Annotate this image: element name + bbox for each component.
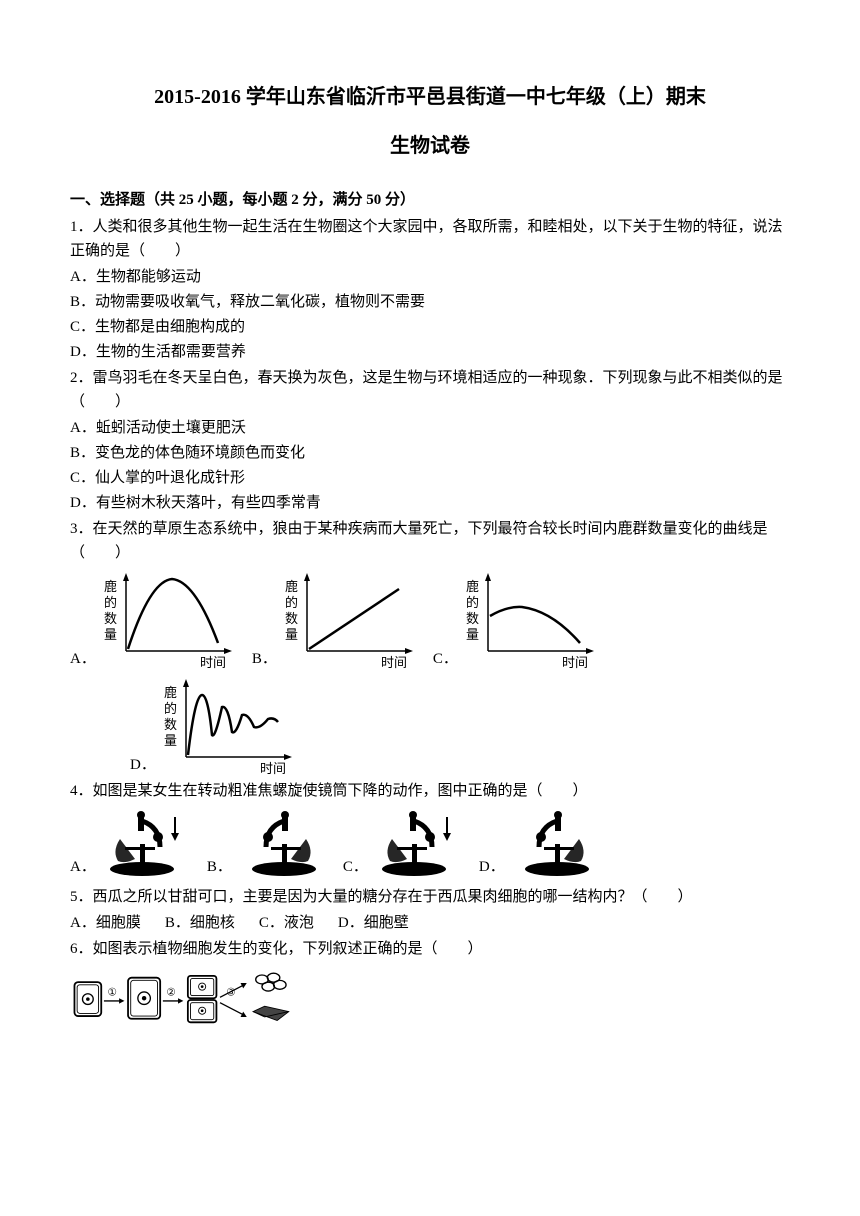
q1-option-b: B．动物需要吸收氧气，释放二氧化碳，植物则不需要	[70, 290, 790, 314]
svg-text:鹿: 鹿	[164, 685, 177, 700]
q1-option-a: A．生物都能够运动	[70, 265, 790, 289]
q3-label-a: A．	[70, 647, 96, 671]
svg-text:数: 数	[104, 611, 117, 626]
q5-options: A．细胞膜 B．细胞核 C．液泡 D．细胞壁	[70, 911, 790, 935]
microscope-c	[372, 809, 467, 879]
question-4: 4．如图是某女生在转动粗准焦螺旋使镜筒下降的动作，图中正确的是（ ） A． B．	[70, 779, 790, 879]
svg-text:鹿: 鹿	[104, 579, 117, 594]
title-line1: 2015-2016 学年山东省临沂市平邑县街道一中七年级（上）期末	[70, 80, 790, 109]
q1-option-d: D．生物的生活都需要营养	[70, 340, 790, 364]
svg-text:数: 数	[466, 611, 479, 626]
question-5: 5．西瓜之所以甘甜可口，主要是因为大量的糖分存在于西瓜果肉细胞的哪一结构内？（ …	[70, 885, 790, 935]
q4-text: 4．如图是某女生在转动粗准焦螺旋使镜筒下降的动作，图中正确的是（ ）	[70, 779, 790, 803]
q3-option-b: B． 鹿 的 数 量 时间	[252, 571, 421, 671]
q2-option-b: B．变色龙的体色随环境颜色而变化	[70, 441, 790, 465]
q3-charts-row-abc: A． 鹿 的 数 量 时间 B． 鹿 的	[70, 571, 790, 671]
svg-text:量: 量	[285, 627, 298, 642]
svg-text:②: ②	[166, 987, 176, 999]
chart-b: 鹿 的 数 量 时间	[281, 571, 421, 671]
section-header: 一、选择题（共 25 小题，每小题 2 分，满分 50 分）	[70, 188, 790, 209]
q5-option-a: A．细胞膜	[70, 911, 141, 935]
q5-option-b: B．细胞核	[165, 911, 235, 935]
q4-option-a: A．	[70, 809, 195, 879]
q4-option-d: D．	[479, 809, 604, 879]
q2-option-a: A．蚯蚓活动使土壤更肥沃	[70, 416, 790, 440]
svg-text:时间: 时间	[260, 761, 286, 776]
title-line2: 生物试卷	[70, 129, 790, 158]
q3-label-b: B．	[252, 647, 277, 671]
svg-text:量: 量	[164, 733, 177, 748]
chart-d: 鹿 的 数 量 时间	[160, 677, 300, 777]
svg-text:时间: 时间	[381, 655, 407, 670]
svg-text:数: 数	[285, 611, 298, 626]
question-3: 3．在天然的草原生态系统中，狼由于某种疾病而大量死亡，下列最符合较长时间内鹿群数…	[70, 517, 790, 777]
svg-text:量: 量	[104, 627, 117, 642]
svg-text:数: 数	[164, 717, 177, 732]
q5-option-d: D．细胞壁	[338, 911, 409, 935]
svg-text:①: ①	[108, 987, 118, 999]
microscope-d	[509, 809, 604, 879]
chart-a: 鹿 的 数 量 时间	[100, 571, 240, 671]
cell-diagram: ① ② ③	[70, 965, 320, 1035]
q5-option-c: C．液泡	[259, 911, 314, 935]
q4-option-b: B．	[207, 809, 331, 879]
q4-option-c: C．	[343, 809, 467, 879]
svg-text:量: 量	[466, 627, 479, 642]
svg-text:的: 的	[466, 595, 479, 610]
svg-text:时间: 时间	[562, 655, 588, 670]
svg-text:鹿: 鹿	[285, 579, 298, 594]
q5-text: 5．西瓜之所以甘甜可口，主要是因为大量的糖分存在于西瓜果肉细胞的哪一结构内？（ …	[70, 885, 790, 909]
q3-charts-row-d: D． 鹿 的 数 量 时间	[130, 677, 790, 777]
svg-text:的: 的	[285, 595, 298, 610]
svg-text:的: 的	[104, 595, 117, 610]
microscope-b	[236, 809, 331, 879]
q4-label-d: D．	[479, 855, 505, 879]
q3-option-d: D． 鹿 的 数 量 时间	[130, 677, 300, 777]
question-2: 2．雷鸟羽毛在冬天呈白色，春天换为灰色，这是生物与环境相适应的一种现象．下列现象…	[70, 366, 790, 515]
q3-option-a: A． 鹿 的 数 量 时间	[70, 571, 240, 671]
q2-option-c: C．仙人掌的叶退化成针形	[70, 466, 790, 490]
q3-label-c: C．	[433, 647, 458, 671]
q4-images-row: A． B．	[70, 809, 790, 879]
q3-label-d: D．	[130, 753, 156, 777]
question-6: 6．如图表示植物细胞发生的变化，下列叙述正确的是（ ） ① ② ③	[70, 937, 790, 1035]
microscope-a	[100, 809, 195, 879]
q1-option-c: C．生物都是由细胞构成的	[70, 315, 790, 339]
svg-text:鹿: 鹿	[466, 579, 479, 594]
svg-text:时间: 时间	[200, 655, 226, 670]
svg-text:的: 的	[164, 701, 177, 716]
chart-c: 鹿 的 数 量 时间	[462, 571, 602, 671]
q2-text: 2．雷鸟羽毛在冬天呈白色，春天换为灰色，这是生物与环境相适应的一种现象．下列现象…	[70, 366, 790, 414]
question-1: 1．人类和很多其他生物一起生活在生物圈这个大家园中，各取所需，和睦相处，以下关于…	[70, 215, 790, 364]
q4-label-b: B．	[207, 855, 232, 879]
q3-text: 3．在天然的草原生态系统中，狼由于某种疾病而大量死亡，下列最符合较长时间内鹿群数…	[70, 517, 790, 565]
q1-text: 1．人类和很多其他生物一起生活在生物圈这个大家园中，各取所需，和睦相处，以下关于…	[70, 215, 790, 263]
svg-text:③: ③	[226, 987, 236, 999]
q6-text: 6．如图表示植物细胞发生的变化，下列叙述正确的是（ ）	[70, 937, 790, 961]
q3-option-c: C． 鹿 的 数 量 时间	[433, 571, 602, 671]
q4-label-a: A．	[70, 855, 96, 879]
q4-label-c: C．	[343, 855, 368, 879]
q2-option-d: D．有些树木秋天落叶，有些四季常青	[70, 491, 790, 515]
